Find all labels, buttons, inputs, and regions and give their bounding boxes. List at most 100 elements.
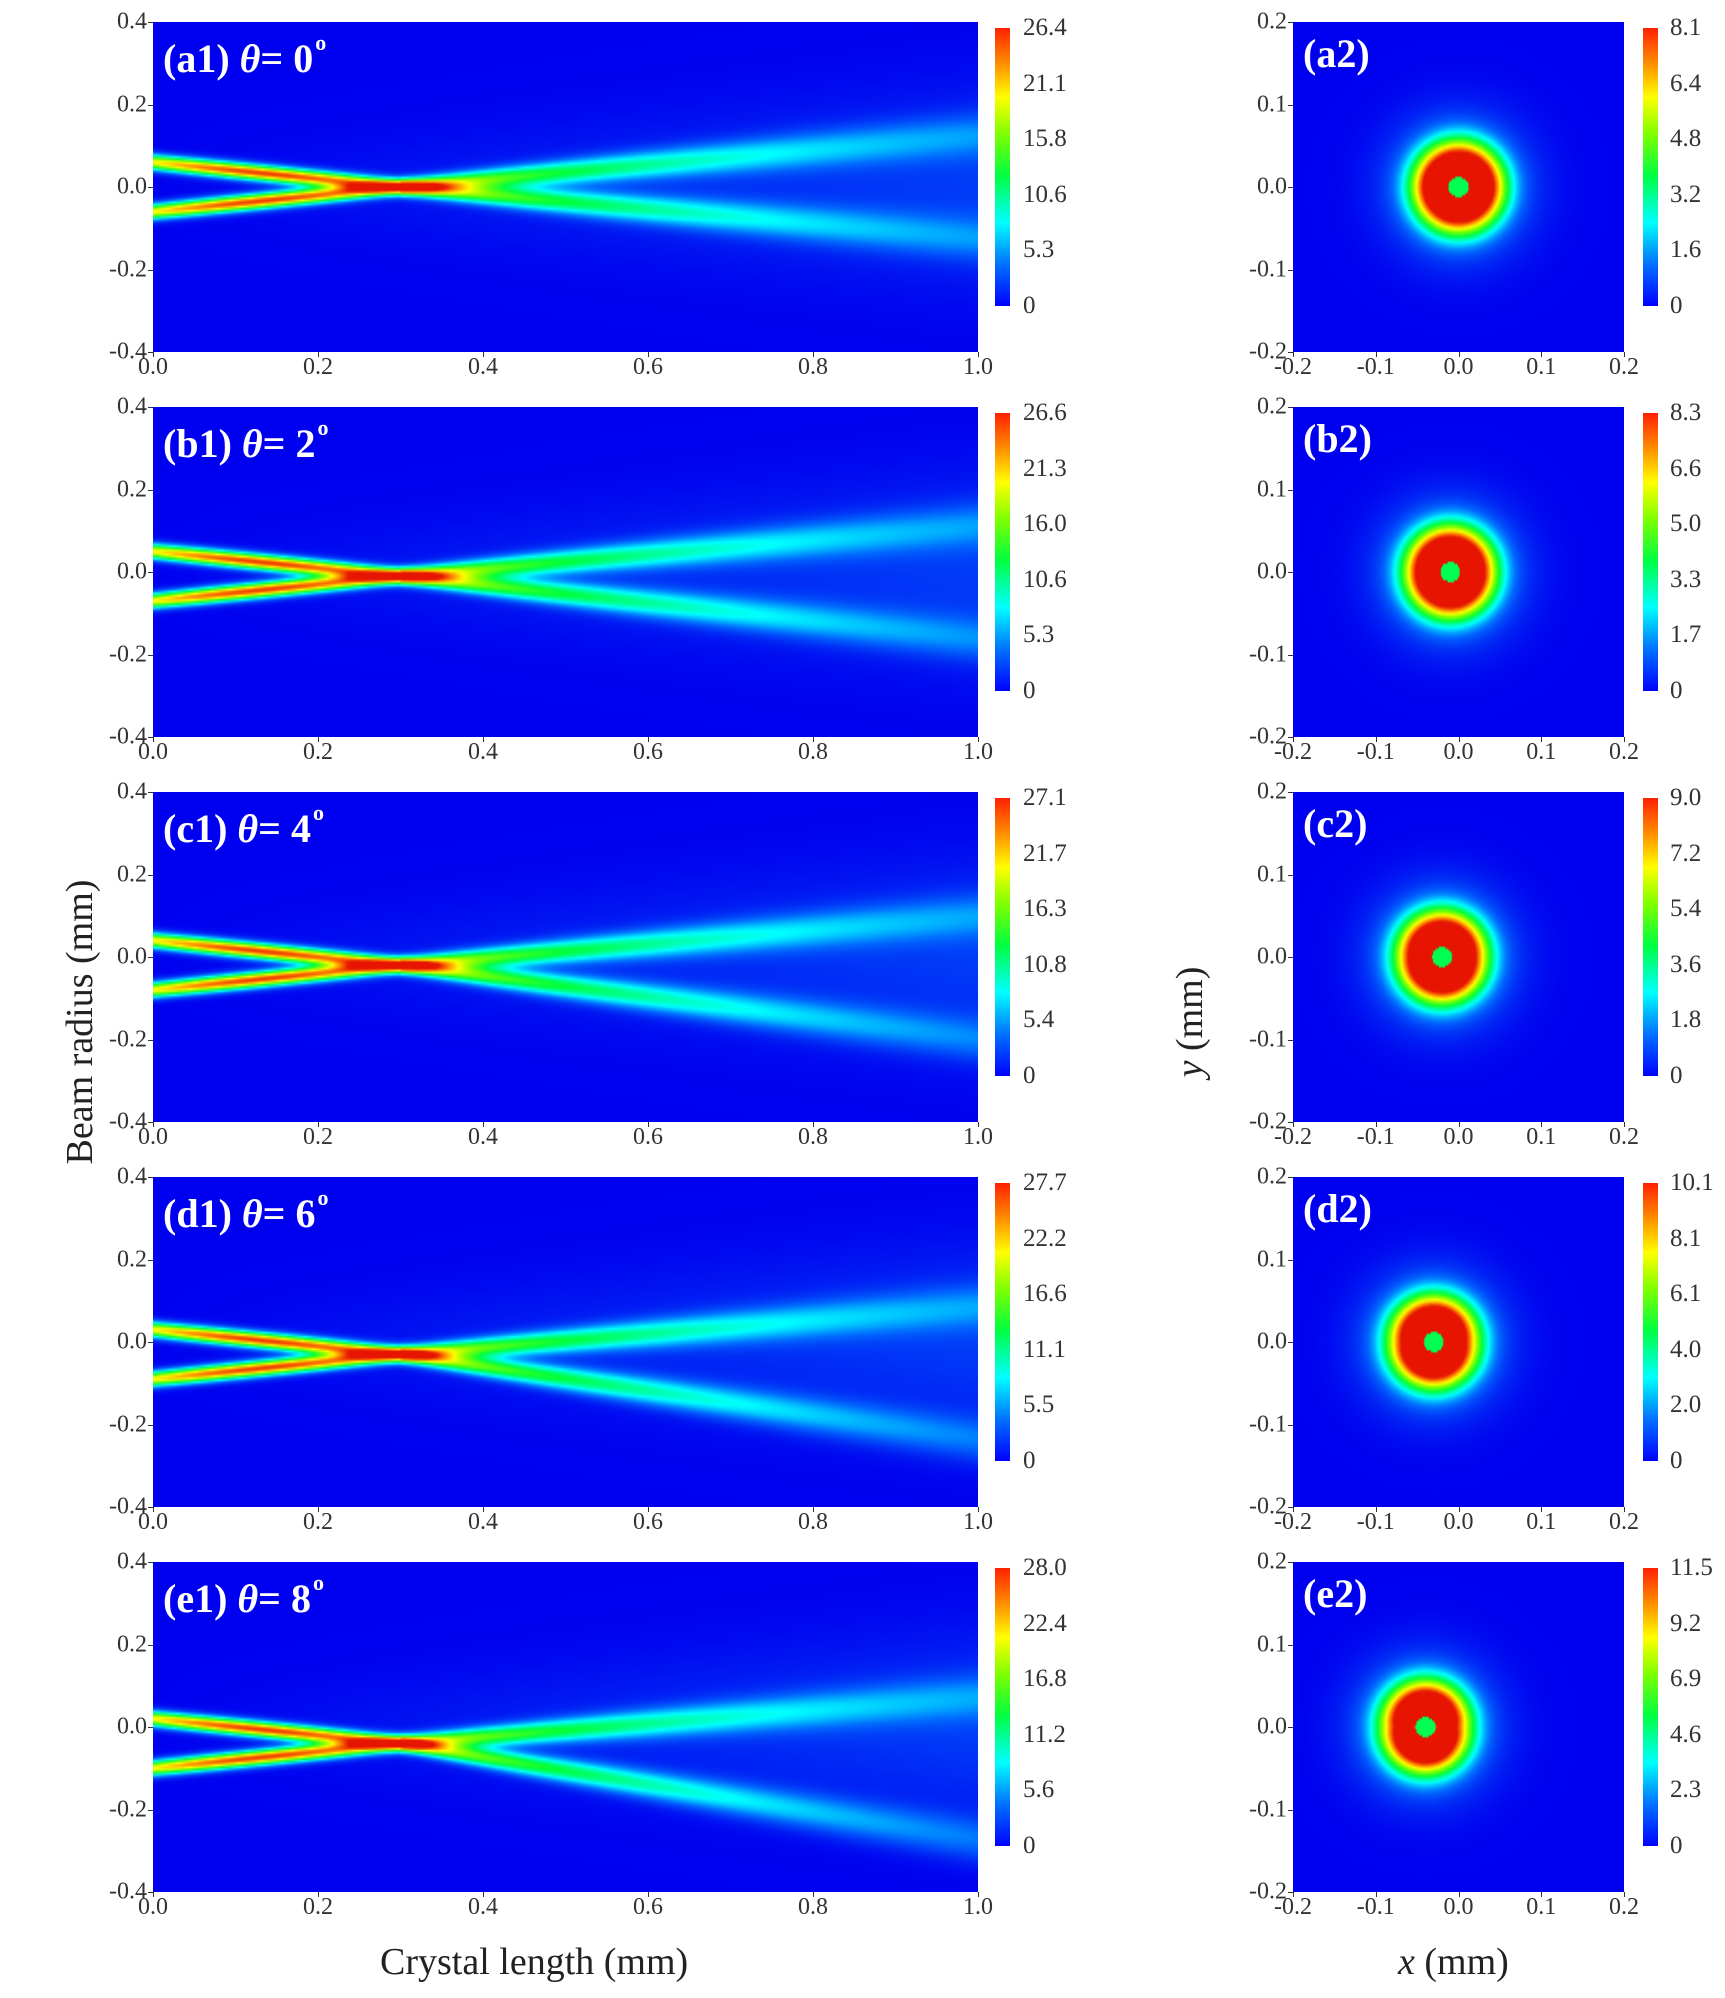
x-tick-label: 0.4 [468,354,498,380]
x-tick-label: 0.0 [138,354,168,380]
x-tick-mark [1293,1122,1294,1127]
x-tick-mark [1541,1122,1543,1127]
y-tick-label: 0.4 [117,8,147,35]
heatmap-canvas [1293,22,1624,352]
x-tick-mark [1624,1122,1625,1127]
colorbar-tick-label: 28.0 [1023,1554,1067,1581]
y-tick-label: 0.1 [1257,1246,1287,1272]
x-tick-label: 1.0 [963,1509,993,1535]
y-tick-mark [1288,654,1293,656]
x-unit: (mm) [1414,1941,1509,1983]
y-tick-mark [1288,1039,1293,1041]
x-tick-mark [483,1122,484,1127]
y-tick-mark [1288,489,1293,491]
y-tick-label: 0.2 [1257,1548,1287,1575]
y-tick-mark [148,1892,153,1893]
colorbar-tick-label: 5.6 [1023,1776,1055,1804]
x-tick-label: 0.2 [303,1509,333,1535]
transverse-heatmap: (b2) [1293,407,1624,737]
y-tick-mark [1288,1177,1293,1178]
colorbar-tick-label: 0 [1670,1447,1683,1474]
colorbar-tick-label: 10.1 [1670,1169,1714,1196]
y-tick-label: -0.2 [1249,338,1287,365]
x-tick-mark [978,352,979,357]
y-tick-mark [1288,957,1293,958]
x-tick-mark [648,1507,649,1512]
colorbar-tick-label: 5.4 [1670,895,1702,923]
colorbar-tick-label: 0 [1023,1832,1036,1859]
x-tick-mark [1624,1507,1625,1512]
y-tick-mark [1288,1644,1293,1646]
y-tick-label: 0.2 [1257,778,1287,805]
x-tick-mark [1293,737,1294,742]
heatmap-canvas [153,407,978,737]
colorbar [1643,413,1658,691]
colorbar [995,798,1010,1076]
colorbar-tick-label: 22.2 [1023,1224,1067,1252]
panel-label: (b2) [1303,415,1372,462]
heatmap-canvas [153,1562,978,1892]
x-tick-mark [978,1507,979,1512]
colorbar-tick-label: 1.6 [1670,236,1702,264]
x-tick-mark [1458,737,1460,742]
colorbar-tick-label: 4.8 [1670,125,1702,153]
x-tick-mark [483,352,484,357]
theta-value: = 0 [260,36,314,81]
propagation-heatmap: (b1) θ= 2o [153,407,978,737]
x-tick-label: 0.8 [798,1509,828,1535]
heatmap-canvas [1293,1562,1624,1892]
colorbar-tick-label: 8.1 [1670,14,1702,41]
y-tick-mark [1288,874,1293,876]
colorbar-tick-label: 2.0 [1670,1391,1702,1419]
y-tick-label: 0.4 [117,1548,147,1575]
colorbar-tick-label: 0 [1023,1062,1036,1089]
y-tick-mark [1288,1809,1293,1811]
y-tick-mark [148,104,153,106]
colorbar-tick-label: 0 [1023,1447,1036,1474]
colorbar-tick-label: 16.8 [1023,1665,1067,1693]
colorbar [1643,798,1658,1076]
y-tick-mark [148,1507,153,1508]
y-tick-mark [148,1259,153,1261]
x-tick-label: 0.2 [1609,1509,1639,1535]
x-tick-label: 0.0 [1443,1124,1474,1150]
panel-label: (c1) θ= 4o [163,800,324,852]
y-tick-label: -0.4 [109,1493,147,1520]
theta-value: = 8 [258,1576,311,1621]
colorbar-tick-label: 26.6 [1023,399,1067,426]
x-tick-label: 0.8 [798,354,828,380]
colorbar-tick-label: 7.2 [1670,839,1702,867]
colorbar-tick-label: 0 [1670,677,1683,704]
colorbar [995,413,1010,691]
x-tick-mark [1541,1507,1543,1512]
y-tick-label: 0.0 [117,1713,147,1740]
x-tick-mark [1541,737,1543,742]
y-tick-mark [148,269,153,271]
x-tick-label: 0.8 [798,1894,828,1920]
x-tick-mark [1375,352,1377,357]
x-tick-mark [1458,1122,1460,1127]
y-tick-label: -0.2 [1249,723,1287,750]
x-tick-label: 0.4 [468,1894,498,1920]
y-tick-mark [148,1122,153,1123]
colorbar-tick-label: 21.3 [1023,454,1067,482]
x-tick-label: 0.8 [798,1124,828,1150]
x-tick-label: 0.2 [303,1894,333,1920]
panel-label: (d2) [1303,1185,1372,1232]
x-tick-label: 0.1 [1526,1894,1557,1920]
panel-id: (d2) [1303,1186,1372,1231]
x-tick-mark [1375,1892,1377,1897]
x-tick-mark [978,737,979,742]
panel-label: (d1) θ= 6o [163,1185,328,1237]
colorbar-tick-label: 5.3 [1023,621,1055,649]
colorbar-tick-label: 3.6 [1670,950,1702,978]
y-tick-label: 0.2 [117,1631,147,1657]
x-tick-label: 0.1 [1526,354,1557,380]
y-tick-label: -0.4 [109,723,147,750]
panel-id: (a2) [1303,31,1370,76]
colorbar-tick-label: 0 [1023,677,1036,704]
y-tick-mark [1288,1892,1293,1893]
degree-symbol: o [317,415,329,440]
colorbar-tick-label: 27.7 [1023,1169,1067,1196]
x-tick-mark [1375,1122,1377,1127]
